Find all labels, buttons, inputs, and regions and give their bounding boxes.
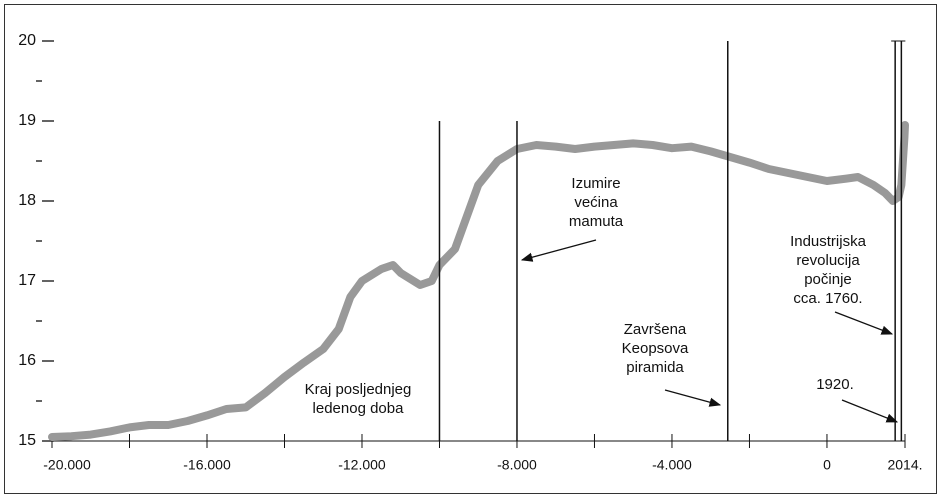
annotation-arrow (664, 389, 722, 407)
annotation-arrow (841, 399, 899, 423)
annotation-arrow (834, 311, 894, 335)
annotation: 1920. (816, 376, 854, 393)
annotation: Izumire (571, 175, 620, 192)
y-tick-label: 20 (18, 32, 36, 49)
x-tick-label: -16.000 (183, 457, 231, 473)
y-tick-label: 17 (18, 272, 36, 289)
annotation: Keopsova (622, 340, 689, 357)
annotation: Kraj posljednjeg (305, 381, 412, 398)
frame (4, 4, 937, 494)
x-tick-label: -8.000 (497, 457, 537, 473)
y-tick-label: 15 (18, 432, 36, 449)
x-tick-label: 2014. (887, 457, 922, 473)
x-tick-label: -20.000 (43, 457, 91, 473)
y-tick-label: 18 (18, 192, 36, 209)
temperature-line (48, 121, 909, 441)
annotation: počinje (804, 271, 852, 288)
annotation: većina (574, 194, 618, 211)
x-tick-label: -12.000 (338, 457, 386, 473)
x-tick-label: -4.000 (652, 457, 692, 473)
annotation: Industrijska (790, 233, 867, 250)
annotation: Završena (624, 321, 687, 338)
annotation: ledenog doba (313, 400, 405, 417)
y-tick-label: 19 (18, 112, 36, 129)
annotation: revolucija (796, 252, 860, 269)
x-tick-label: 0 (823, 457, 831, 473)
annotation: piramida (626, 359, 684, 376)
annotation: cca. 1760. (793, 290, 862, 307)
annotation: mamuta (569, 213, 624, 230)
y-tick-label: 16 (18, 352, 36, 369)
annotation-arrow (520, 239, 597, 262)
